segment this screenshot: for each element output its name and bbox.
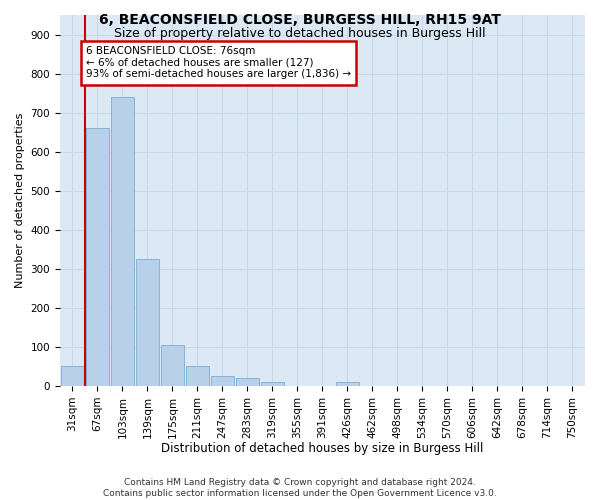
Bar (136, 259, 159, 386)
Bar (236, 378, 259, 386)
X-axis label: Distribution of detached houses by size in Burgess Hill: Distribution of detached houses by size … (161, 442, 484, 455)
Bar (185, 366, 209, 386)
Text: 6, BEACONSFIELD CLOSE, BURGESS HILL, RH15 9AT: 6, BEACONSFIELD CLOSE, BURGESS HILL, RH1… (99, 12, 501, 26)
Bar (211, 376, 235, 386)
Bar (260, 382, 284, 386)
Text: Size of property relative to detached houses in Burgess Hill: Size of property relative to detached ho… (114, 28, 486, 40)
Y-axis label: Number of detached properties: Number of detached properties (15, 113, 25, 288)
Text: Contains HM Land Registry data © Crown copyright and database right 2024.
Contai: Contains HM Land Registry data © Crown c… (103, 478, 497, 498)
Bar (335, 382, 359, 386)
Bar (86, 128, 109, 386)
Bar (61, 366, 84, 386)
Text: 6 BEACONSFIELD CLOSE: 76sqm
← 6% of detached houses are smaller (127)
93% of sem: 6 BEACONSFIELD CLOSE: 76sqm ← 6% of deta… (86, 46, 351, 80)
Bar (161, 345, 184, 386)
Bar (110, 97, 134, 386)
